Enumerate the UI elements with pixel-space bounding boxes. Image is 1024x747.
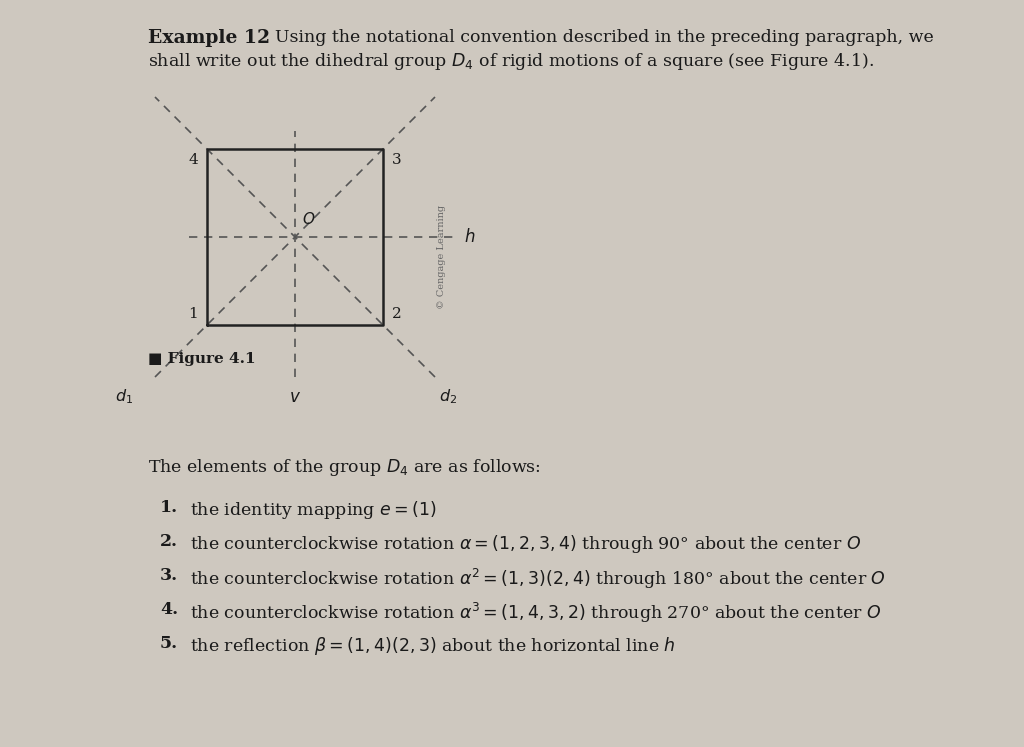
Text: 4.: 4. xyxy=(160,601,178,618)
Text: $d_1$: $d_1$ xyxy=(115,387,133,406)
Text: © Cengage Learning: © Cengage Learning xyxy=(436,205,445,309)
Text: The elements of the group $D_4$ are as follows:: The elements of the group $D_4$ are as f… xyxy=(148,457,541,478)
Text: 3.: 3. xyxy=(160,567,178,584)
Text: 1: 1 xyxy=(188,307,198,321)
Text: 1.: 1. xyxy=(160,499,178,516)
Text: $h$: $h$ xyxy=(464,228,475,246)
Text: $v$: $v$ xyxy=(289,389,301,406)
Text: the counterclockwise rotation $\alpha^3 = (1, 4, 3, 2)$ through 270° about the c: the counterclockwise rotation $\alpha^3 … xyxy=(190,601,882,625)
Text: 4: 4 xyxy=(188,153,198,167)
Text: shall write out the dihedral group $D_4$ of rigid motions of a square (see Figur: shall write out the dihedral group $D_4$… xyxy=(148,51,873,72)
Text: the identity mapping $e = (1)$: the identity mapping $e = (1)$ xyxy=(190,499,436,521)
Text: $d_2$: $d_2$ xyxy=(439,387,457,406)
Text: the counterclockwise rotation $\alpha = (1, 2, 3, 4)$ through 90° about the cent: the counterclockwise rotation $\alpha = … xyxy=(190,533,861,555)
Text: 2.: 2. xyxy=(160,533,178,550)
Text: Example 12: Example 12 xyxy=(148,29,270,47)
Text: $O$: $O$ xyxy=(302,211,315,227)
Text: Using the notational convention described in the preceding paragraph, we: Using the notational convention describe… xyxy=(264,29,934,46)
Text: 2: 2 xyxy=(392,307,401,321)
Text: the counterclockwise rotation $\alpha^2 = (1, 3)(2, 4)$ through 180° about the c: the counterclockwise rotation $\alpha^2 … xyxy=(190,567,886,591)
Text: 3: 3 xyxy=(392,153,401,167)
Text: 5.: 5. xyxy=(160,635,178,652)
Text: ■ Figure 4.1: ■ Figure 4.1 xyxy=(148,352,256,366)
Text: the reflection $\beta = (1, 4)(2, 3)$ about the horizontal line $h$: the reflection $\beta = (1, 4)(2, 3)$ ab… xyxy=(190,635,676,657)
